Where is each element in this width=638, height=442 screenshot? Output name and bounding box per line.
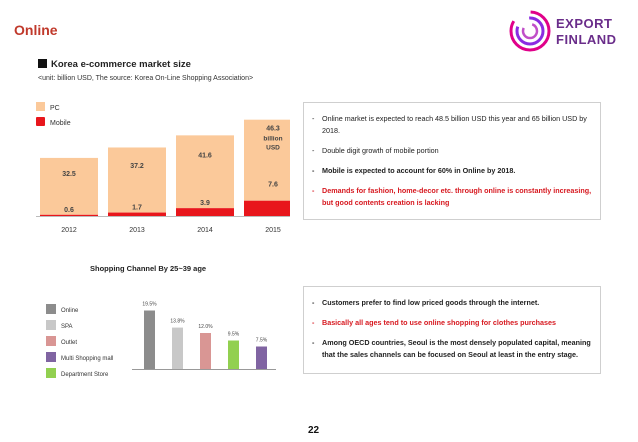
shopping-note-item: Among OECD countries, Seoul is the most … (310, 337, 594, 361)
bar-department-store (228, 340, 239, 369)
legend-mobile-label: Mobile (50, 120, 71, 127)
bar-multi-shopping-mall (256, 346, 267, 369)
export-finland-logo: EXPORT FINLAND (508, 8, 626, 56)
data-label-mobile-2013: 1.7 (132, 205, 142, 212)
data-label-mobile-2015: 7.6 (268, 182, 278, 189)
shopping-note-item: Customers prefer to find low priced good… (310, 297, 594, 309)
shopping-channel-heading: Shopping Channel By 25~39 age (90, 264, 207, 273)
bar-outlet (200, 333, 211, 369)
logo-word-finland: FINLAND (556, 32, 617, 47)
legend-spa-label: SPA (61, 324, 73, 330)
data-label-mobile-2014: 3.9 (200, 200, 210, 207)
data-label-multi-shopping-mall: 7.5% (256, 338, 268, 344)
data-label-department-store: 9.5% (228, 332, 240, 338)
bar-mobile-2013 (108, 212, 166, 216)
bar-pc-2015 (244, 119, 290, 201)
data-label-online: 19.5% (142, 302, 157, 308)
data-label-pc-2015: 46.3 (266, 126, 280, 133)
heading-square-icon (38, 59, 47, 68)
logo-swirl-icon (509, 10, 551, 52)
legend-outlet-swatch (46, 336, 56, 346)
bar-spa (172, 327, 183, 369)
x-tick-2015: 2015 (265, 227, 281, 234)
data-label-pc-2013: 37.2 (130, 163, 144, 170)
bar-pc-2012 (40, 157, 98, 215)
legend-spa-swatch (46, 320, 56, 330)
market-size-heading: Korea e-commerce market size (38, 59, 191, 70)
page-title: Online (14, 22, 58, 38)
market-note-item: Double digit growth of mobile portion (310, 145, 594, 157)
shopping-channel-chart: Online SPA Outlet Multi Shopping mall Depart… (46, 302, 276, 378)
legend-department-store-label: Department Store (61, 372, 109, 378)
market-note-item: Online market is expected to reach 48.5 … (310, 113, 594, 137)
shopping-note-item: Basically all ages tend to use online sh… (310, 317, 594, 329)
logo-word-export: EXPORT (556, 16, 613, 31)
data-label-unit-0: billion (263, 136, 282, 143)
x-tick-2013: 2013 (129, 227, 145, 234)
bar-pc-2013 (108, 147, 166, 213)
legend-pc-swatch (36, 102, 45, 111)
market-notes-box: Online market is expected to reach 48.5 … (303, 102, 601, 220)
data-label-mobile-2012: 0.6 (64, 207, 74, 214)
page-number: 22 (308, 425, 320, 436)
data-label-pc-2012: 32.5 (62, 171, 76, 178)
data-label-unit-1: USD (266, 145, 280, 152)
legend-online-swatch (46, 304, 56, 314)
market-note-item: Demands for fashion, home-decor etc. thr… (310, 185, 594, 209)
shopping-notes-box: Customers prefer to find low priced good… (303, 286, 601, 374)
bar-mobile-2012 (40, 214, 98, 216)
legend-department-store-swatch (46, 368, 56, 378)
legend-pc-label: PC (50, 105, 60, 112)
shopping-notes-list: Customers prefer to find low priced good… (310, 297, 594, 361)
market-size-subheading: <unit: billion USD, The source: Korea On… (38, 75, 254, 82)
market-size-chart: PC Mobile 32.5 0.6 2012 37.2 1.7 2013 41.6 3.9 201… (36, 102, 290, 234)
bar-mobile-2015 (244, 200, 290, 216)
legend-multi-shopping-mall-label: Multi Shopping mall (61, 356, 113, 362)
data-label-pc-2014: 41.6 (198, 153, 212, 160)
legend-online-label: Online (61, 308, 79, 314)
legend-multi-shopping-mall-swatch (46, 352, 56, 362)
legend-mobile-swatch (36, 117, 45, 126)
x-tick-2012: 2012 (61, 227, 77, 234)
market-size-heading-text: Korea e-commerce market size (51, 59, 191, 70)
data-label-spa: 13.8% (170, 319, 185, 325)
legend-outlet-label: Outlet (61, 340, 77, 346)
x-tick-2014: 2014 (197, 227, 213, 234)
market-note-item: Mobile is expected to account for 60% in… (310, 165, 594, 177)
bar-online (144, 310, 155, 369)
market-notes-list: Online market is expected to reach 48.5 … (310, 113, 594, 209)
bar-mobile-2014 (176, 208, 234, 216)
data-label-outlet: 12.0% (198, 324, 213, 330)
bar-pc-2014 (176, 135, 234, 209)
